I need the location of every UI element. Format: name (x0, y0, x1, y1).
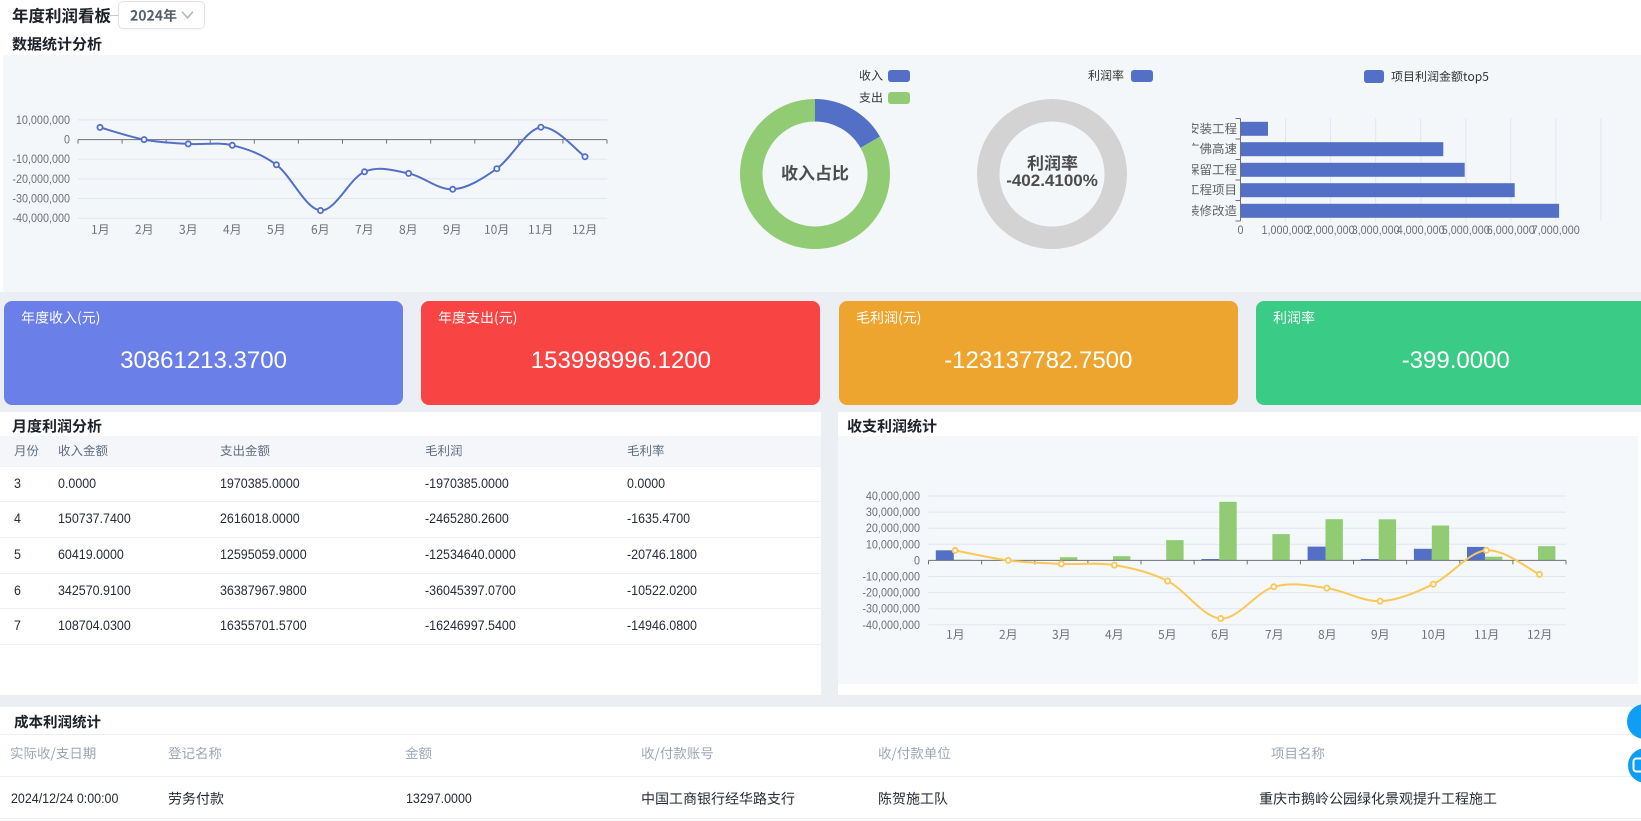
svg-text:4,000,000: 4,000,000 (1397, 223, 1445, 237)
svg-text:0: 0 (1238, 223, 1244, 237)
svg-text:40,000,000: 40,000,000 (866, 489, 920, 503)
svg-text:-10,000,000: -10,000,000 (862, 570, 920, 584)
svg-text:0: 0 (914, 553, 920, 567)
svg-text:2,000,000: 2,000,000 (1307, 223, 1355, 237)
svg-text:-40,000,000: -40,000,000 (12, 211, 70, 225)
svg-text:-20,000,000: -20,000,000 (12, 172, 70, 186)
svg-text:30,000,000: 30,000,000 (866, 505, 920, 519)
svg-text:-30,000,000: -30,000,000 (862, 602, 920, 616)
svg-text:5,000,000: 5,000,000 (1442, 223, 1490, 237)
svg-text:6,000,000: 6,000,000 (1487, 223, 1535, 237)
svg-text:-10,000,000: -10,000,000 (12, 152, 70, 166)
svg-text:-20,000,000: -20,000,000 (862, 586, 920, 600)
svg-text:-40,000,000: -40,000,000 (862, 618, 920, 632)
svg-text:-30,000,000: -30,000,000 (12, 192, 70, 206)
svg-text:0: 0 (64, 133, 70, 147)
svg-text:1,000,000: 1,000,000 (1262, 223, 1310, 237)
svg-text:10,000,000: 10,000,000 (16, 113, 70, 127)
svg-text:10,000,000: 10,000,000 (866, 537, 920, 551)
svg-text:7,000,000: 7,000,000 (1532, 223, 1580, 237)
svg-text:3,000,000: 3,000,000 (1352, 223, 1400, 237)
svg-text:20,000,000: 20,000,000 (866, 521, 920, 535)
